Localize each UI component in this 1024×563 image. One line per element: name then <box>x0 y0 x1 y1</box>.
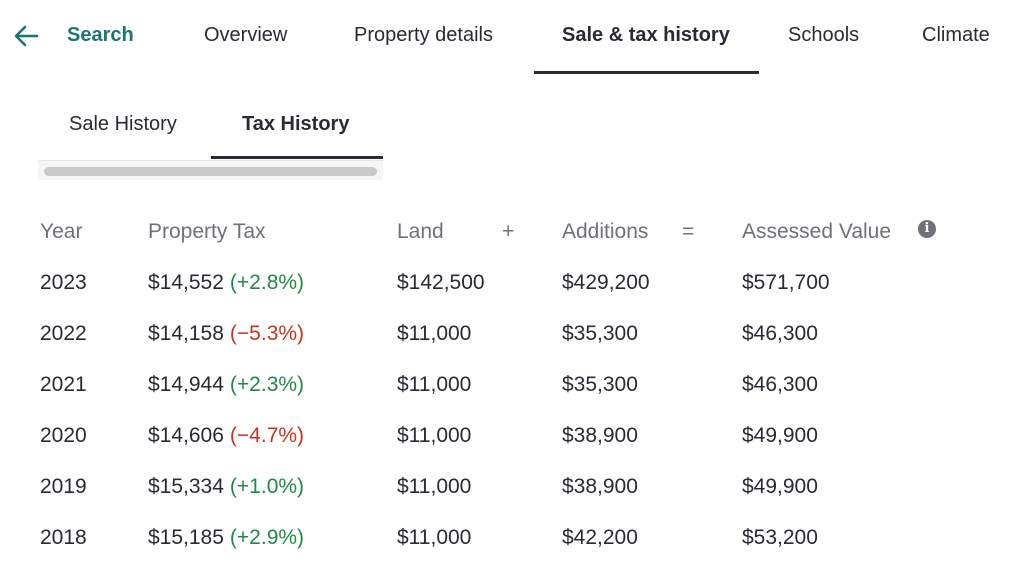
cell-land: $11,000 <box>397 373 472 396</box>
table-row: 2019 $15,334 (+1.0%) $11,000 $38,900 $49,… <box>0 475 1024 515</box>
cell-year: 2020 <box>40 424 87 447</box>
subtab-sale-history[interactable]: Sale History <box>69 113 177 135</box>
cell-additions: $429,200 <box>562 271 650 294</box>
tab-schools[interactable]: Schools <box>788 24 860 46</box>
table-row: 2020 $14,606 (−4.7%) $11,000 $38,900 $49,… <box>0 424 1024 464</box>
cell-property-tax: $15,334 (+1.0%) <box>148 475 304 499</box>
cell-assessed-value: $571,700 <box>742 271 830 294</box>
cell-additions: $38,900 <box>562 424 638 447</box>
header-year: Year <box>40 220 83 243</box>
tab-property-details[interactable]: Property details <box>354 24 493 46</box>
header-plus-sign: + <box>502 220 515 243</box>
tax-change: (−4.7%) <box>229 424 305 447</box>
table-row: 2023 $14,552 (+2.8%) $142,500 $429,200 $5… <box>0 271 1024 311</box>
cell-additions: $42,200 <box>562 526 638 549</box>
active-tab-indicator <box>534 71 759 74</box>
cell-property-tax: $14,552 (+2.8%) <box>148 271 304 295</box>
search-link[interactable]: Search <box>67 24 134 46</box>
cell-year: 2019 <box>40 475 87 498</box>
tab-climate[interactable]: Climate <box>922 24 990 46</box>
cell-year: 2022 <box>40 322 87 345</box>
table-row: 2022 $14,158 (−5.3%) $11,000 $35,300 $46,… <box>0 322 1024 362</box>
tax-change: (−5.3%) <box>229 322 305 345</box>
tax-amount: $15,334 <box>148 475 224 498</box>
scrollbar-thumb[interactable] <box>44 167 377 176</box>
header-assessed-value: Assessed Value <box>742 220 892 243</box>
cell-year: 2021 <box>40 373 87 396</box>
top-navigation: Search Overview Property details Sale & … <box>0 0 1024 75</box>
cell-land: $11,000 <box>397 322 472 345</box>
tax-amount: $15,185 <box>148 526 224 549</box>
tax-amount: $14,606 <box>148 424 224 447</box>
tax-change: (+1.0%) <box>229 475 305 498</box>
tax-amount: $14,944 <box>148 373 224 396</box>
cell-assessed-value: $49,900 <box>742 424 818 447</box>
info-icon[interactable]: i <box>918 220 936 238</box>
tax-change: (+2.8%) <box>229 271 305 294</box>
cell-property-tax: $14,158 (−5.3%) <box>148 322 304 346</box>
tax-change: (+2.9%) <box>229 526 305 549</box>
cell-property-tax: $14,944 (+2.3%) <box>148 373 304 397</box>
header-property-tax: Property Tax <box>148 220 266 243</box>
cell-year: 2018 <box>40 526 87 549</box>
horizontal-scrollbar[interactable] <box>38 160 383 180</box>
tax-change: (+2.3%) <box>229 373 305 396</box>
cell-land: $142,500 <box>397 271 485 294</box>
header-land: Land <box>397 220 444 243</box>
cell-assessed-value: $53,200 <box>742 526 818 549</box>
cell-year: 2023 <box>40 271 87 294</box>
cell-land: $11,000 <box>397 475 472 498</box>
table-row: 2021 $14,944 (+2.3%) $11,000 $35,300 $46,… <box>0 373 1024 413</box>
cell-assessed-value: $49,900 <box>742 475 818 498</box>
tab-sale-tax-history[interactable]: Sale & tax history <box>562 24 730 46</box>
cell-land: $11,000 <box>397 526 472 549</box>
arrow-left-icon[interactable] <box>12 22 40 50</box>
cell-property-tax: $15,185 (+2.9%) <box>148 526 304 550</box>
table-row: 2018 $15,185 (+2.9%) $11,000 $42,200 $53,… <box>0 526 1024 563</box>
cell-property-tax: $14,606 (−4.7%) <box>148 424 304 448</box>
cell-additions: $35,300 <box>562 373 638 396</box>
header-additions: Additions <box>562 220 649 243</box>
header-equals-sign: = <box>682 220 695 243</box>
cell-additions: $38,900 <box>562 475 638 498</box>
active-subtab-indicator <box>211 156 383 159</box>
subtab-tax-history[interactable]: Tax History <box>242 113 350 135</box>
cell-assessed-value: $46,300 <box>742 322 818 345</box>
tab-overview[interactable]: Overview <box>204 24 288 46</box>
cell-additions: $35,300 <box>562 322 638 345</box>
cell-assessed-value: $46,300 <box>742 373 818 396</box>
cell-land: $11,000 <box>397 424 472 447</box>
tax-amount: $14,552 <box>148 271 224 294</box>
tax-amount: $14,158 <box>148 322 224 345</box>
